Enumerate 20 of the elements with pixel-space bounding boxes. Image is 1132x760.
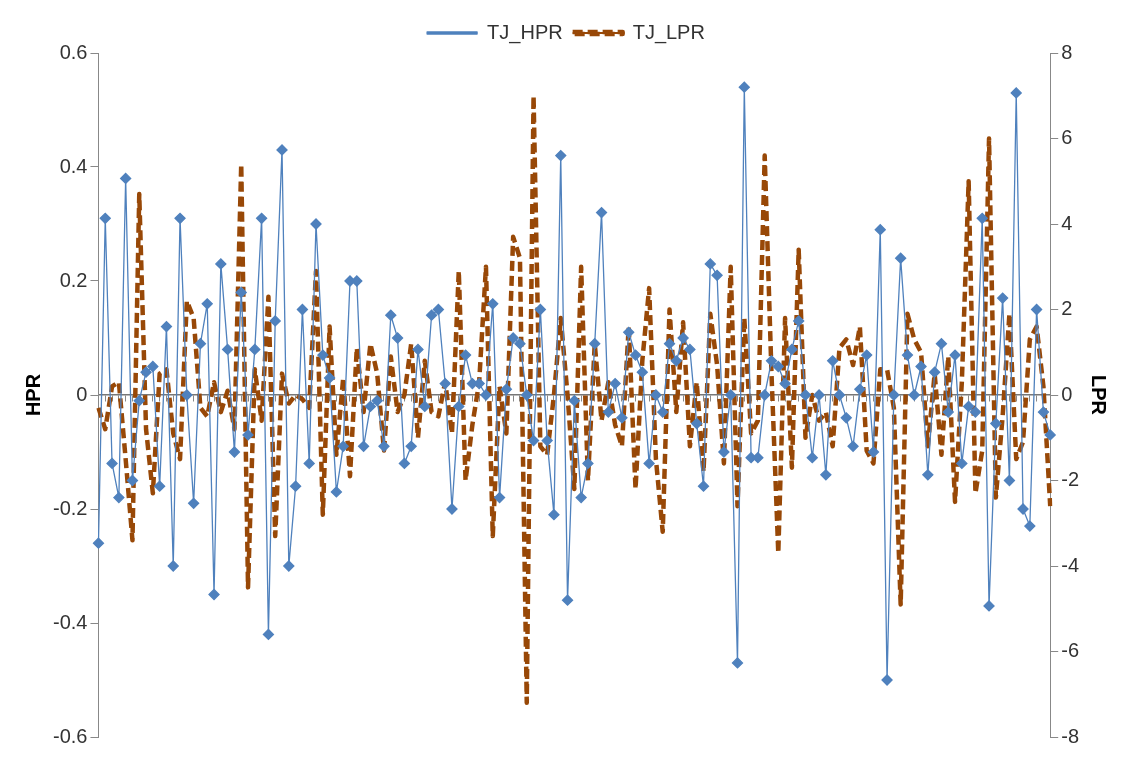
y2-tick-label: 6 xyxy=(1061,126,1073,149)
y2-tick-label: 0 xyxy=(1061,382,1073,405)
legend-label: TJ_HPR xyxy=(487,20,563,44)
y-tick-label: 0.4 xyxy=(59,154,88,177)
y2-axis-title: LPR xyxy=(1088,375,1111,416)
y2-tick-label: -4 xyxy=(1061,553,1080,576)
y2-tick-label: -2 xyxy=(1061,468,1080,491)
y2-tick-label: -6 xyxy=(1061,639,1080,662)
y2-tick-label: 2 xyxy=(1061,297,1073,320)
y-tick-label: 0.2 xyxy=(59,268,88,291)
y2-tick-label: -8 xyxy=(1061,724,1080,747)
y-tick-label: -0.4 xyxy=(52,610,88,633)
y2-tick-label: 8 xyxy=(1061,40,1073,63)
y-tick-label: 0.6 xyxy=(59,40,88,63)
y-tick-label: 0 xyxy=(76,382,88,405)
y2-tick-label: 4 xyxy=(1061,211,1073,234)
y-axis-title: HPR xyxy=(21,373,44,417)
legend-label: TJ_LPR xyxy=(632,20,705,44)
y-tick-label: -0.2 xyxy=(52,496,88,519)
y-tick-label: -0.6 xyxy=(52,724,88,747)
